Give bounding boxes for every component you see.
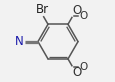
Text: O: O xyxy=(78,11,86,21)
Text: O: O xyxy=(72,66,81,79)
Text: O: O xyxy=(72,4,81,17)
Text: Br: Br xyxy=(36,3,49,16)
Text: O: O xyxy=(78,62,86,72)
Text: N: N xyxy=(15,35,23,48)
